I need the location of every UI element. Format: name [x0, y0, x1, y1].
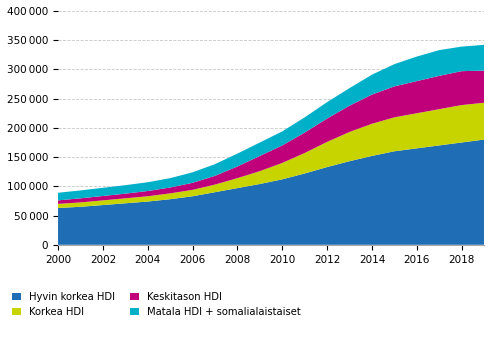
Legend: Hyvin korkea HDI, Korkea HDI, Keskitason HDI, Matala HDI + somalialaistaiset: Hyvin korkea HDI, Korkea HDI, Keskitason… — [12, 292, 300, 317]
